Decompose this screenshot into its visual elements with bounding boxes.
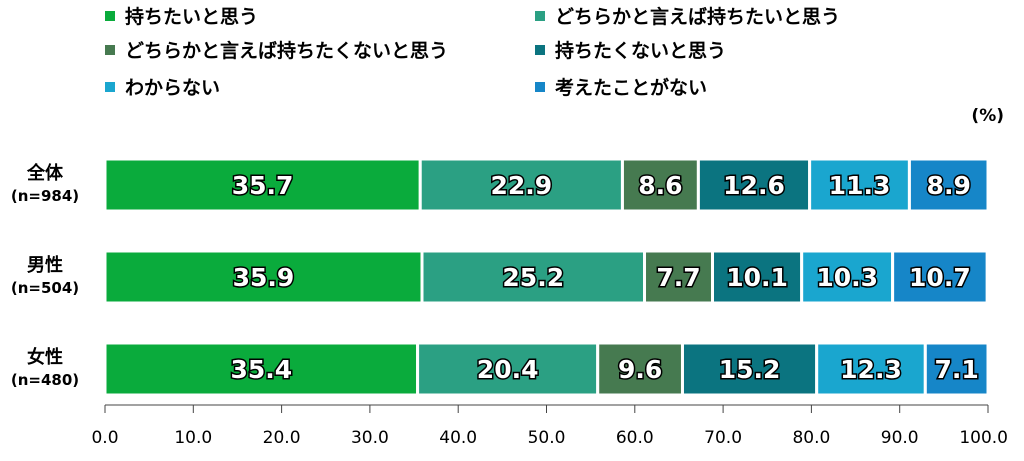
x-tick-label: 60.0 [616, 428, 654, 448]
bar-segment [680, 341, 819, 397]
bar-value-label: 35.7 [232, 171, 294, 200]
legend-label: 考えたことがない [555, 76, 707, 99]
bar-value-label: 22.9 [490, 171, 552, 200]
x-tick-label: 80.0 [792, 428, 830, 448]
bar-value-label: 10.7 [909, 263, 971, 292]
category-sample-size: (n=480) [11, 371, 79, 389]
bars: 35.7 22.9 8.6 12.6 11.3 8.9 35.9 25.2 7.7 10.1 10.… [103, 157, 990, 397]
bar-value-label: 35.4 [230, 355, 292, 384]
legend-label: 持ちたくないと思う [555, 39, 726, 62]
bar-value-label: 15.2 [719, 355, 781, 384]
bar-value-label: 8.6 [638, 171, 682, 200]
legend-swatch [105, 82, 115, 92]
bar-segment [891, 249, 989, 305]
x-tick-label: 50.0 [528, 428, 566, 448]
category-sample-size: (n=984) [11, 187, 79, 205]
bar-value-label: 25.2 [502, 263, 564, 292]
legend-label: わからない [125, 77, 220, 99]
bar-value-label: 10.1 [726, 263, 788, 292]
bar-value-label: 7.7 [656, 263, 700, 292]
bar-value-label: 7.1 [935, 355, 979, 384]
bar-segment [620, 157, 700, 213]
legend-swatch [105, 11, 115, 21]
category-label: 女性 [27, 346, 63, 368]
category-label: 男性 [27, 254, 63, 276]
x-tick-label: 30.0 [351, 428, 389, 448]
bar-segment [103, 341, 420, 397]
legend-label: どちらかと言えば持ちたくないと思う [125, 39, 448, 62]
bar-segment [418, 157, 624, 213]
x-axis: 0.0 10.0 20.0 30.0 40.0 50.0 60.0 70.0 80.0 90.0 1… [91, 404, 1008, 448]
x-tick-label: 100.0 [959, 428, 1008, 448]
bar-value-label: 10.3 [816, 263, 878, 292]
bar-segment [103, 157, 422, 213]
category-sample-size: (n=504) [11, 279, 79, 297]
bar-segment [103, 249, 424, 305]
bar-segment [711, 249, 804, 305]
x-tick-label: 70.0 [704, 428, 742, 448]
bar-segment [643, 249, 715, 305]
legend-label: どちらかと言えば持ちたいと思う [555, 5, 840, 28]
x-tick-label: 20.0 [263, 428, 301, 448]
legend-swatch [105, 45, 115, 55]
bar-segment [907, 157, 990, 213]
bar-segment [923, 341, 990, 397]
bar-value-label: 11.3 [829, 171, 891, 200]
legend-label: 持ちたいと思う [125, 5, 258, 28]
bar-value-label: 20.4 [477, 355, 539, 384]
bar-value-label: 35.9 [233, 263, 295, 292]
bar-segment [420, 249, 647, 305]
category-labels: 全体 (n=984) 男性 (n=504) 女性 (n=480) [11, 162, 79, 389]
bar-value-label: 9.6 [618, 355, 662, 384]
bar-segment [416, 341, 600, 397]
x-tick-label: 0.0 [91, 428, 118, 448]
bar-value-label: 12.6 [723, 171, 785, 200]
bar-value-label: 8.9 [927, 171, 971, 200]
legend-swatch [535, 11, 545, 21]
bar-segment [808, 157, 911, 213]
x-tick-label: 90.0 [881, 428, 919, 448]
bar-value-label: 12.3 [840, 355, 902, 384]
unit-label: (%) [971, 106, 1004, 126]
legend-swatch [535, 45, 545, 55]
legend-swatch [535, 82, 545, 92]
category-label: 全体 [26, 162, 64, 184]
x-tick-label: 10.0 [174, 428, 212, 448]
bar-segment [815, 341, 927, 397]
x-tick-label: 40.0 [439, 428, 477, 448]
